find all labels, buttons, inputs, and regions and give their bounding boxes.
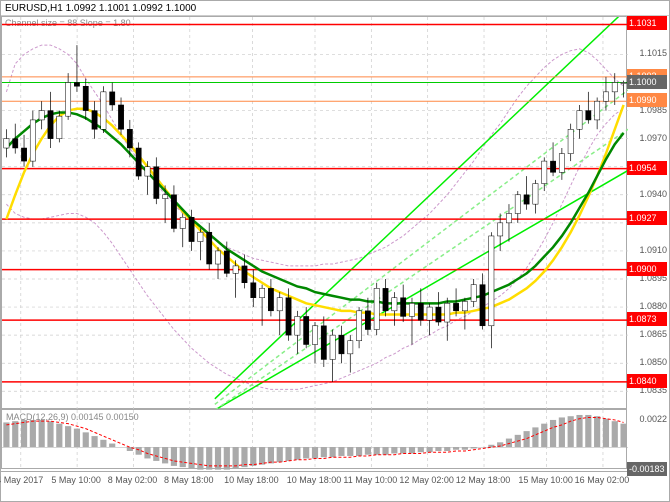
- chart-container: EURUSD,H1 1.0992 1.1001 1.0992 1.1000 Ch…: [0, 0, 670, 502]
- main-price-chart[interactable]: [1, 16, 627, 409]
- y-tick-label: 1.1015: [639, 48, 667, 58]
- price-level-tag: 1.0840: [627, 374, 667, 388]
- price-y-axis: 1.08351.08501.08651.08801.08951.09101.09…: [627, 16, 669, 409]
- x-tick-label: 12 May 02:00: [399, 475, 454, 485]
- y-tick-label: 1.0880: [639, 301, 667, 311]
- x-tick-label: 10 May 18:00: [287, 475, 342, 485]
- x-tick-label: 10 May 18:00: [224, 475, 279, 485]
- chart-title: EURUSD,H1 1.0992 1.1001 1.0992 1.1000: [1, 1, 669, 16]
- x-tick-label: 8 May 02:00: [108, 475, 158, 485]
- price-level-tag: 1.1000: [627, 75, 667, 89]
- y-tick-label: 1.0970: [639, 133, 667, 143]
- time-x-axis: 4 May 2017 5 May 10:00 8 May 02:00 8 May 18…: [1, 471, 627, 501]
- y-tick-label: 1.0940: [639, 189, 667, 199]
- y-tick-label: 1.0850: [639, 357, 667, 367]
- macd-y-tick: 0.0022: [639, 414, 667, 424]
- x-tick-label: 12 May 18:00: [456, 475, 511, 485]
- price-level-tag: 1.0873: [627, 312, 667, 326]
- price-level-tag: 1.0927: [627, 211, 667, 225]
- x-tick-label: 8 May 18:00: [164, 475, 214, 485]
- price-level-tag: 1.0954: [627, 161, 667, 175]
- x-tick-label: 15 May 10:00: [518, 475, 573, 485]
- x-tick-label: 11 May 10:00: [343, 475, 397, 485]
- x-tick-label: 4 May 2017: [0, 475, 43, 485]
- price-level-tag: 1.1031: [627, 16, 667, 30]
- macd-current-tag: -0.00183: [627, 462, 667, 476]
- x-tick-label: 5 May 10:00: [51, 475, 101, 485]
- macd-y-axis: -0.00180.0022-0.00183: [627, 409, 669, 469]
- price-level-tag: 1.0900: [627, 262, 667, 276]
- x-tick-label: 16 May 02:00: [575, 475, 630, 485]
- price-level-tag: 1.0990: [627, 93, 667, 107]
- y-tick-label: 1.0910: [639, 245, 667, 255]
- macd-indicator-chart[interactable]: MACD(12,26,9) 0.00145 0.00150: [1, 409, 627, 469]
- y-tick-label: 1.0865: [639, 329, 667, 339]
- main-chart-svg: [2, 17, 628, 410]
- macd-chart-svg: [2, 410, 628, 470]
